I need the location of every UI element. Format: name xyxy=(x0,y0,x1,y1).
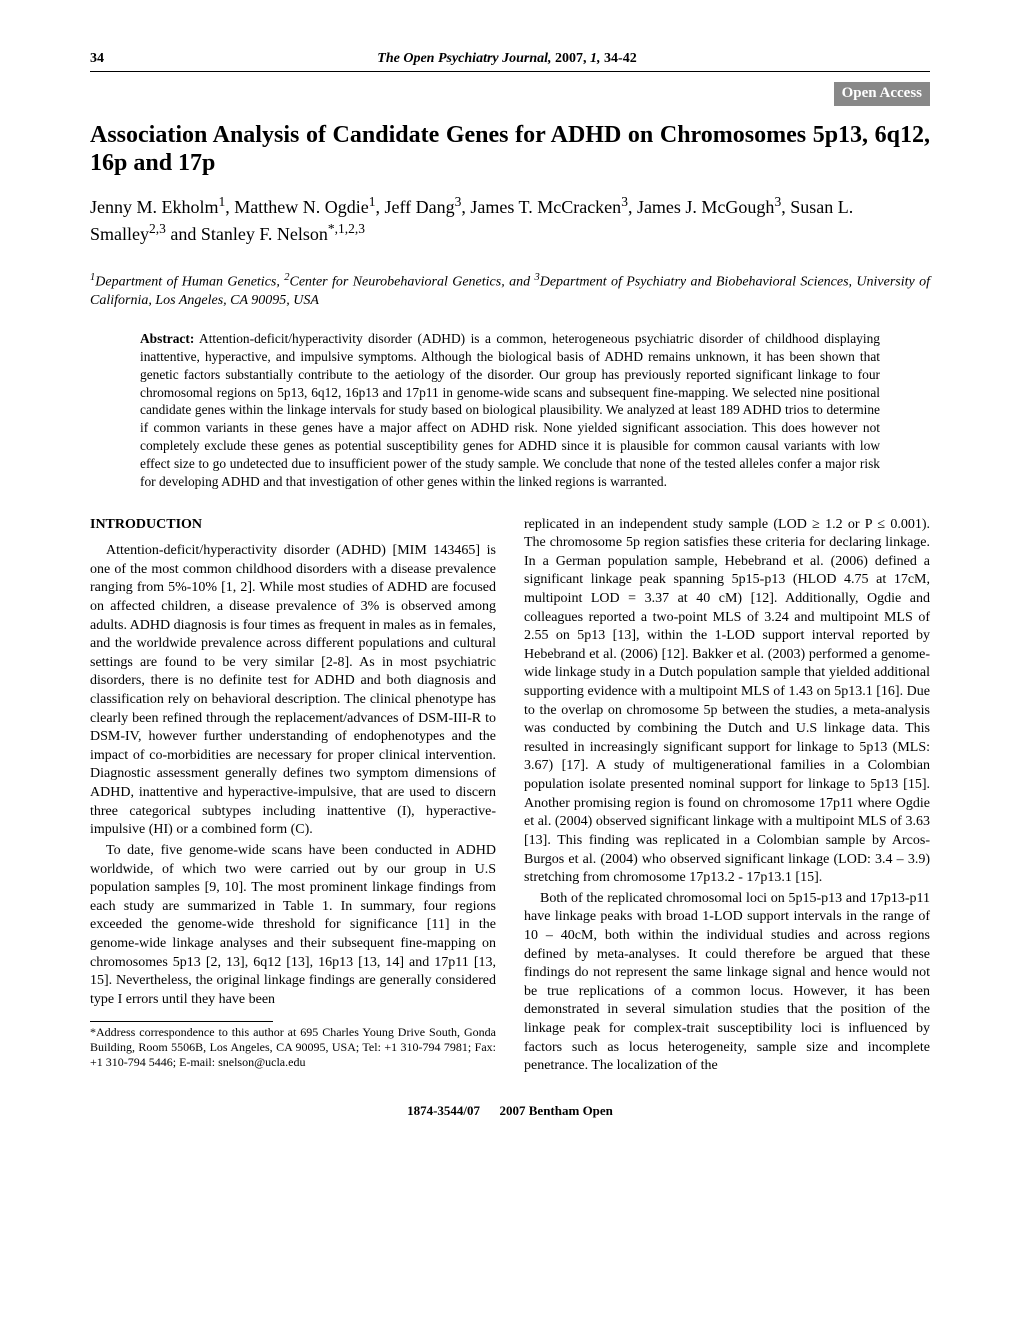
footer-issn: 1874-3544/07 xyxy=(407,1103,480,1118)
correspondence-footnote: *Address correspondence to this author a… xyxy=(90,1025,496,1070)
body-paragraph: Attention-deficit/hyperactivity disorder… xyxy=(90,542,496,840)
section-heading-introduction: INTRODUCTION xyxy=(90,516,496,535)
footnote-separator xyxy=(90,1021,273,1022)
author-list: Jenny M. Ekholm1, Matthew N. Ogdie1, Jef… xyxy=(90,193,930,246)
footer-publisher: 2007 Bentham Open xyxy=(500,1103,613,1118)
abstract-text: Attention-deficit/hyperactivity disorder… xyxy=(140,331,880,489)
header-spacer xyxy=(910,50,930,68)
page-footer: 1874-3544/07 2007 Bentham Open xyxy=(90,1103,930,1120)
running-header: 34 The Open Psychiatry Journal, 2007, 1,… xyxy=(90,50,930,72)
journal-name: The Open Psychiatry Journal, xyxy=(377,51,551,66)
body-columns: INTRODUCTION Attention-deficit/hyperacti… xyxy=(90,516,930,1078)
body-paragraph: replicated in an independent study sampl… xyxy=(524,516,930,888)
affiliations: 1Department of Human Genetics, 2Center f… xyxy=(90,271,930,310)
journal-citation: The Open Psychiatry Journal, 2007, 1, 34… xyxy=(104,50,910,68)
page-number: 34 xyxy=(90,50,104,68)
article-title: Association Analysis of Candidate Genes … xyxy=(90,121,930,179)
abstract-label: Abstract: xyxy=(140,331,194,346)
abstract-block: Abstract: Attention-deficit/hyperactivit… xyxy=(140,330,880,490)
journal-pages: 34-42 xyxy=(604,51,637,66)
open-access-badge: Open Access xyxy=(834,82,930,106)
body-paragraph: To date, five genome-wide scans have bee… xyxy=(90,842,496,1009)
journal-volume: 1, xyxy=(590,51,601,66)
body-paragraph: Both of the replicated chromosomal loci … xyxy=(524,890,930,1076)
journal-year: 2007, xyxy=(555,51,587,66)
